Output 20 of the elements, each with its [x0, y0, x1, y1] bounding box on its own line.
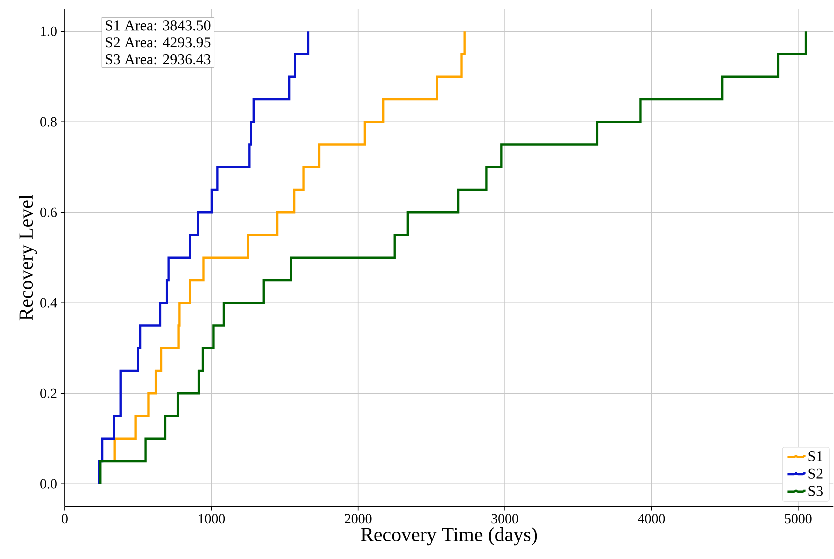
y-tick-label: 0.8: [40, 118, 57, 127]
y-tick-label: 0.0: [40, 480, 57, 489]
x-tick-label: 0: [62, 514, 68, 524]
x-tick-label: 3000: [492, 514, 518, 524]
legend-label: S1: [808, 452, 823, 462]
x-tick-label: 2000: [345, 514, 372, 524]
annotation: S3 Area: 2936.43: [106, 54, 211, 65]
x-tick-label: 4000: [638, 514, 666, 524]
legend-label: S2: [808, 468, 823, 480]
x-tick-label: 1000: [198, 514, 226, 524]
y-tick-label: 0.2: [40, 389, 57, 398]
annotation: S2 Area: 4293.95: [106, 38, 211, 48]
x-axis-title: Recovery Time (days): [361, 528, 538, 546]
legend-label: S3: [808, 486, 823, 496]
x-tick-label: 5000: [785, 514, 812, 524]
y-tick-label: 0.4: [40, 298, 58, 308]
y-axis-title: Recovery Level: [19, 195, 38, 321]
y-tick-label: 1.0: [41, 27, 57, 36]
y-tick-label: 0.6: [40, 208, 58, 218]
annotation: S1 Area: 3843.50: [106, 20, 211, 31]
